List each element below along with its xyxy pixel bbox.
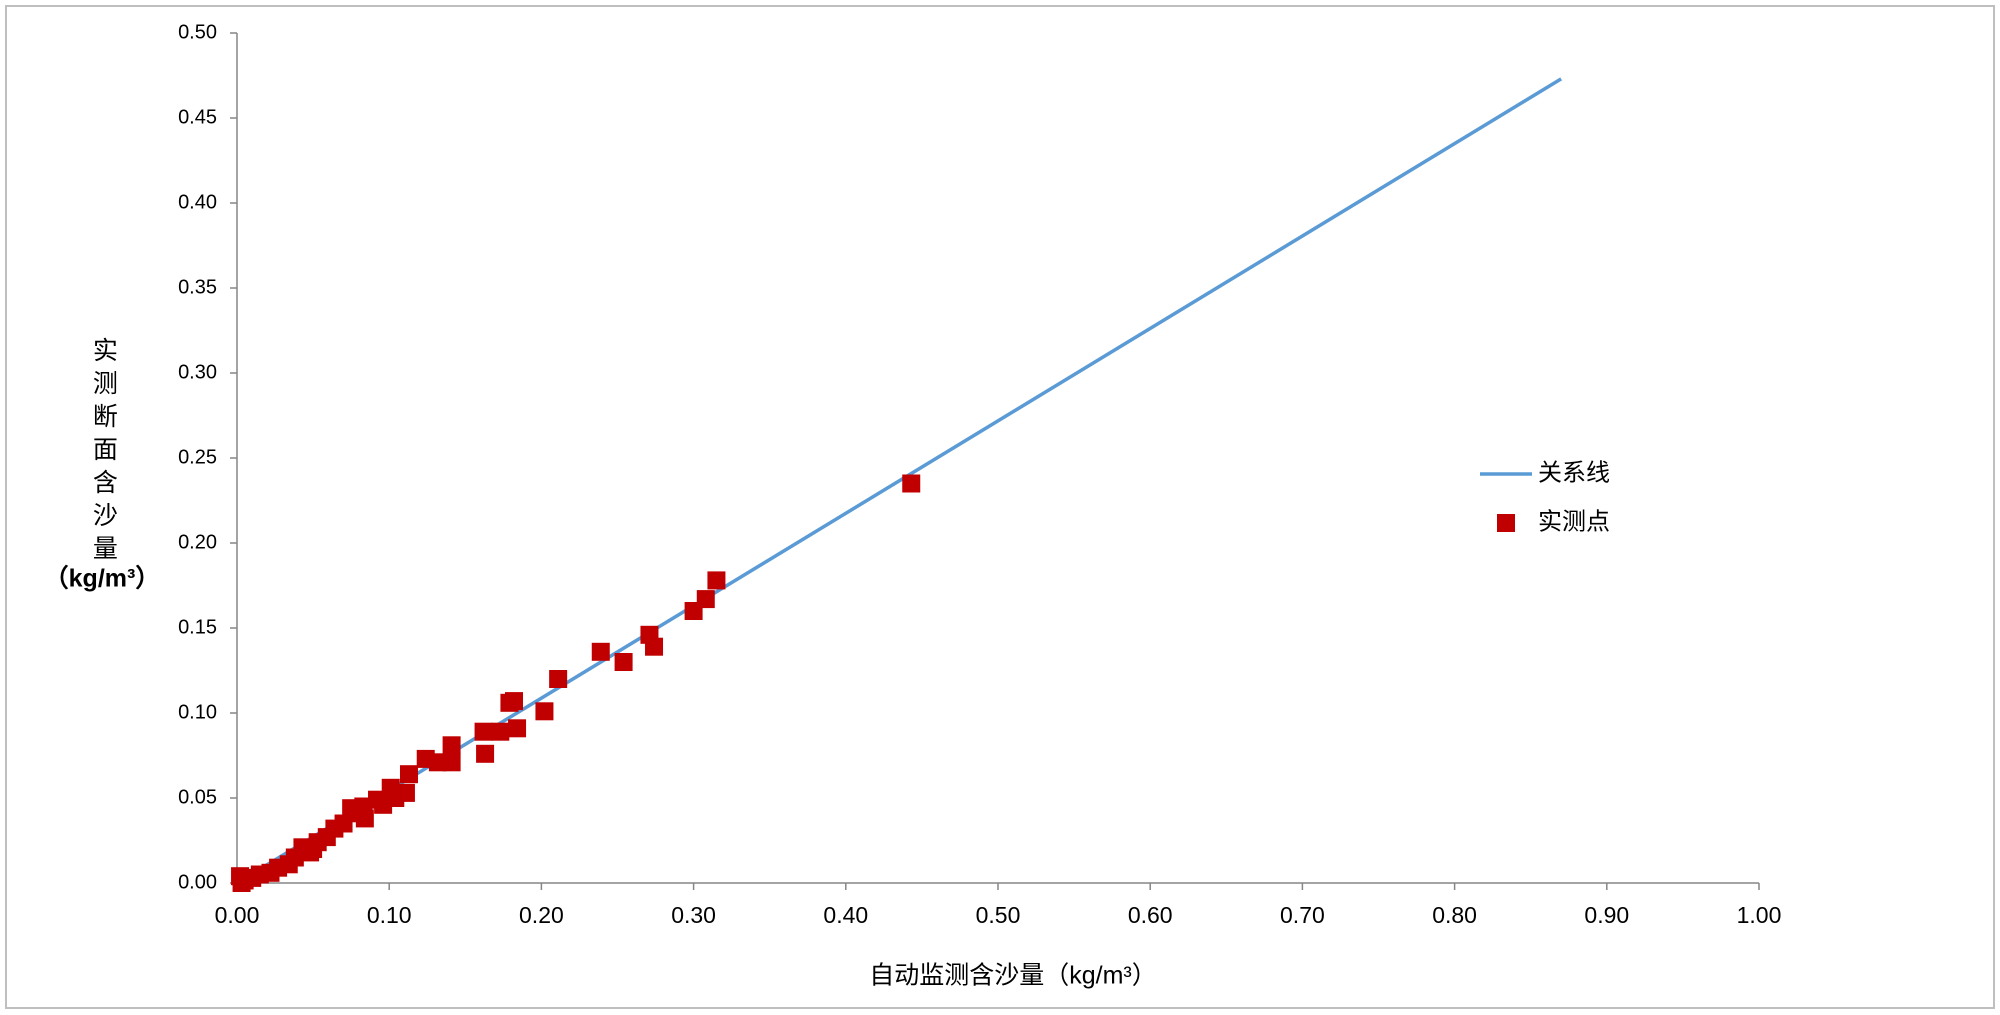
y-tick-label: 0.50 (178, 21, 217, 43)
legend-label: 实测点 (1538, 508, 1610, 535)
data-point (684, 602, 703, 620)
x-tick-label: 0.00 (215, 902, 260, 928)
x-axis-label: 自动监测含沙量（kg/m³） (869, 962, 1157, 990)
x-tick-label: 0.50 (976, 902, 1021, 928)
y-tick-label: 0.30 (178, 361, 217, 383)
data-point (428, 753, 447, 772)
chart-frame (5, 5, 1995, 1009)
data-point (348, 804, 367, 823)
x-tick-label: 0.60 (1128, 902, 1173, 928)
data-point (902, 474, 921, 493)
legend-label: 关系线 (1538, 459, 1610, 486)
data-point (442, 736, 461, 755)
y-tick-label: 0.05 (178, 786, 217, 808)
y-tick-label: 0.40 (178, 191, 217, 213)
x-tick-label: 1.00 (1737, 902, 1782, 928)
x-tick-label: 0.80 (1432, 902, 1477, 928)
y-tick-label: 0.25 (178, 446, 217, 468)
y-tick-label: 0.20 (178, 531, 217, 553)
data-point (386, 789, 405, 807)
data-point (508, 719, 527, 738)
data-point (476, 744, 495, 763)
x-tick-label: 0.30 (671, 902, 716, 928)
data-point (549, 670, 568, 688)
data-point (500, 693, 519, 712)
data-point (232, 874, 251, 892)
data-point (614, 653, 633, 671)
data-point (442, 753, 461, 772)
data-point (535, 702, 554, 721)
x-tick-label: 0.40 (823, 902, 868, 928)
legend-marker (1497, 514, 1515, 532)
y-axis-unit: （kg/m³） (44, 564, 161, 593)
data-point (707, 571, 726, 590)
y-tick-label: 0.00 (178, 871, 217, 893)
data-point (645, 637, 664, 656)
x-tick-label: 0.20 (519, 902, 564, 928)
data-point (399, 765, 418, 784)
y-tick-label: 0.15 (178, 616, 217, 638)
x-tick-label: 0.10 (367, 902, 412, 928)
data-point (491, 722, 510, 741)
y-tick-label: 0.45 (178, 106, 217, 128)
y-tick-label: 0.10 (178, 701, 217, 723)
y-tick-label: 0.35 (178, 276, 217, 298)
data-point (591, 642, 610, 661)
data-point (304, 840, 323, 858)
x-tick-label: 0.70 (1280, 902, 1325, 928)
y-axis-label: 实测断面含沙量 (89, 337, 118, 568)
data-point (474, 722, 493, 741)
x-tick-label: 0.90 (1584, 902, 1629, 928)
